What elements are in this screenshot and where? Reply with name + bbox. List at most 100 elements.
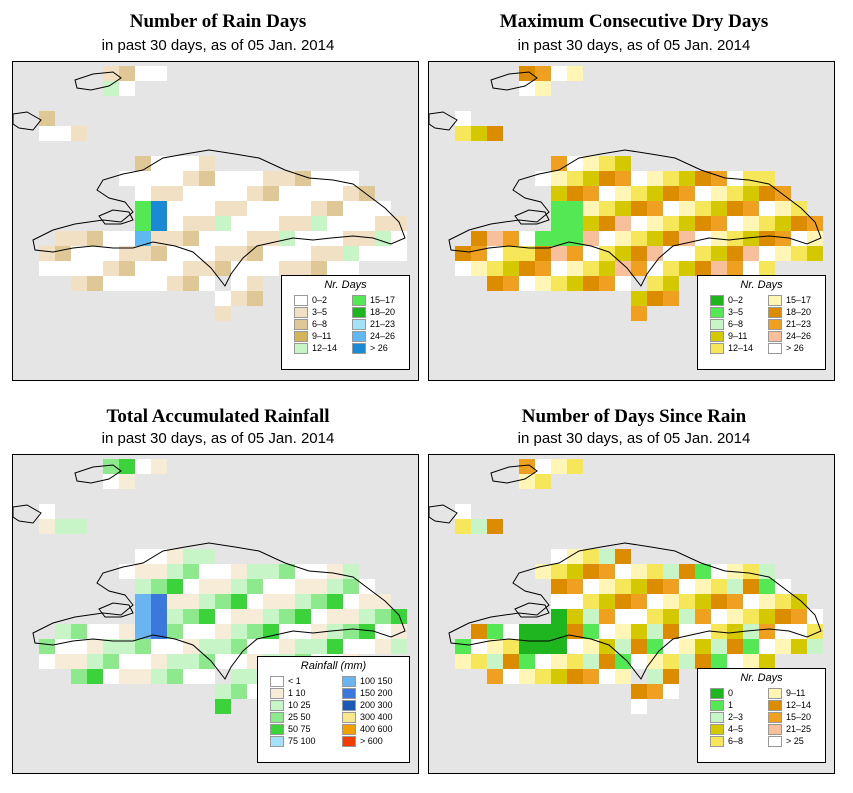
grid-cell (647, 261, 663, 276)
grid-cell (743, 231, 759, 246)
coast-outline (490, 464, 538, 484)
legend-label: 9–11 (728, 331, 748, 342)
grid-cell (167, 246, 183, 261)
grid-cell (711, 216, 727, 231)
legend-swatch (710, 319, 724, 331)
coast-outline (98, 602, 134, 618)
legend-swatch (294, 295, 308, 307)
grid-cell (279, 579, 295, 594)
grid-cell (231, 684, 247, 699)
island-outline (32, 149, 406, 287)
grid-cell (551, 231, 567, 246)
legend-swatch (710, 688, 724, 700)
grid-cell (215, 246, 231, 261)
grid-cell (135, 624, 151, 639)
grid-cell (775, 216, 791, 231)
grid-cell (583, 639, 599, 654)
grid-cell (231, 564, 247, 579)
coast-outline (74, 71, 122, 91)
grid-cell (663, 231, 679, 246)
grid-cell (775, 594, 791, 609)
grid-cell (631, 306, 647, 321)
grid-cell (663, 579, 679, 594)
grid-cell (615, 564, 631, 579)
panel-title: Number of Days Since Rain (521, 406, 747, 427)
grid-cell (743, 609, 759, 624)
grid-cell (535, 171, 551, 186)
grid-cell (119, 246, 135, 261)
grid-cell (695, 564, 711, 579)
grid-cell (71, 246, 87, 261)
grid-cell (247, 291, 263, 306)
legend-label: > 26 (370, 343, 388, 354)
legend-swatch (710, 724, 724, 736)
grid-cell (247, 171, 263, 186)
grid-cell (87, 669, 103, 684)
grid-cell (615, 171, 631, 186)
legend-swatch (270, 676, 284, 688)
grid-cell (551, 171, 567, 186)
grid-cell (199, 669, 215, 684)
grid-cell (599, 594, 615, 609)
grid-cell (679, 654, 695, 669)
grid-cell (583, 201, 599, 216)
grid-cell (215, 609, 231, 624)
grid-cell (535, 459, 551, 474)
legend-swatch (710, 700, 724, 712)
grid-cell (151, 639, 167, 654)
grid-cell (743, 564, 759, 579)
legend-item: 12–14 (768, 700, 811, 712)
grid-cell (759, 639, 775, 654)
grid-cell (231, 624, 247, 639)
grid-cell (103, 261, 119, 276)
grid-cell (615, 624, 631, 639)
grid-cell (167, 201, 183, 216)
legend-item: 100 150 (342, 676, 393, 688)
grid-cell (535, 66, 551, 81)
grid-cell (327, 564, 343, 579)
grid-cell (663, 684, 679, 699)
map-legend: Nr. Days 0 1 2–3 4–5 6–8 9–11 12–14 15–20 21–25 >… (697, 668, 826, 763)
grid-cell (167, 186, 183, 201)
legend-label: 15–20 (786, 712, 812, 723)
grid-cell (599, 276, 615, 291)
grid-cell (295, 579, 311, 594)
grid-cell (599, 261, 615, 276)
grid-cell (135, 66, 151, 81)
grid-cell (279, 624, 295, 639)
grid-cell (135, 579, 151, 594)
grid-cell (727, 639, 743, 654)
grid-cell (535, 639, 551, 654)
legend-item: < 1 (270, 676, 301, 688)
grid-cell (455, 504, 471, 519)
grid-cell (375, 624, 391, 639)
legend-swatch (342, 700, 356, 712)
grid-cell (759, 624, 775, 639)
grid-cell (695, 579, 711, 594)
grid-cell (103, 624, 119, 639)
grid-cell (215, 201, 231, 216)
legend-item: 21–25 (768, 724, 811, 736)
grid-cell (167, 564, 183, 579)
legend-swatch (294, 343, 308, 355)
legend-swatch (352, 331, 366, 343)
grid-cell (135, 246, 151, 261)
grid-cell (135, 549, 151, 564)
legend-item: > 25 (768, 736, 804, 748)
grid-cell (663, 609, 679, 624)
legend-label: > 600 (360, 736, 383, 747)
grid-cell (103, 246, 119, 261)
legend-label: 18–20 (786, 307, 812, 318)
grid-cell (567, 201, 583, 216)
grid-cell (503, 654, 519, 669)
grid-cell (343, 246, 359, 261)
grid-cell (567, 654, 583, 669)
grid-cell (327, 201, 343, 216)
grid-cell (599, 246, 615, 261)
legend-item: 21–23 (768, 319, 811, 331)
grid-cell (711, 594, 727, 609)
grid-cell (39, 126, 55, 141)
grid-cell (279, 564, 295, 579)
grid-cell (775, 609, 791, 624)
grid-cell (167, 171, 183, 186)
